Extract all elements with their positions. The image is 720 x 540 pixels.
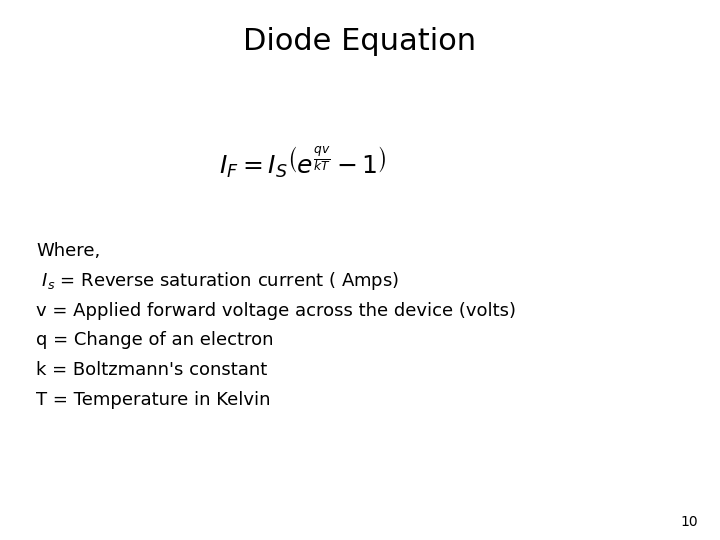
Text: k = Boltzmann's constant: k = Boltzmann's constant <box>36 361 267 379</box>
Text: 10: 10 <box>681 515 698 529</box>
Text: $I_F = I_S\left(e^{\frac{qv}{kT}} - 1\right)$: $I_F = I_S\left(e^{\frac{qv}{kT}} - 1\ri… <box>219 144 386 180</box>
Text: T = Temperature in Kelvin: T = Temperature in Kelvin <box>36 390 271 409</box>
Text: v = Applied forward voltage across the device (volts): v = Applied forward voltage across the d… <box>36 301 516 320</box>
Text: $I_s$ = Reverse saturation current ( Amps): $I_s$ = Reverse saturation current ( Amp… <box>36 270 399 292</box>
Text: q = Change of an electron: q = Change of an electron <box>36 331 274 349</box>
Text: Diode Equation: Diode Equation <box>243 27 477 56</box>
Text: Where,: Where, <box>36 242 100 260</box>
